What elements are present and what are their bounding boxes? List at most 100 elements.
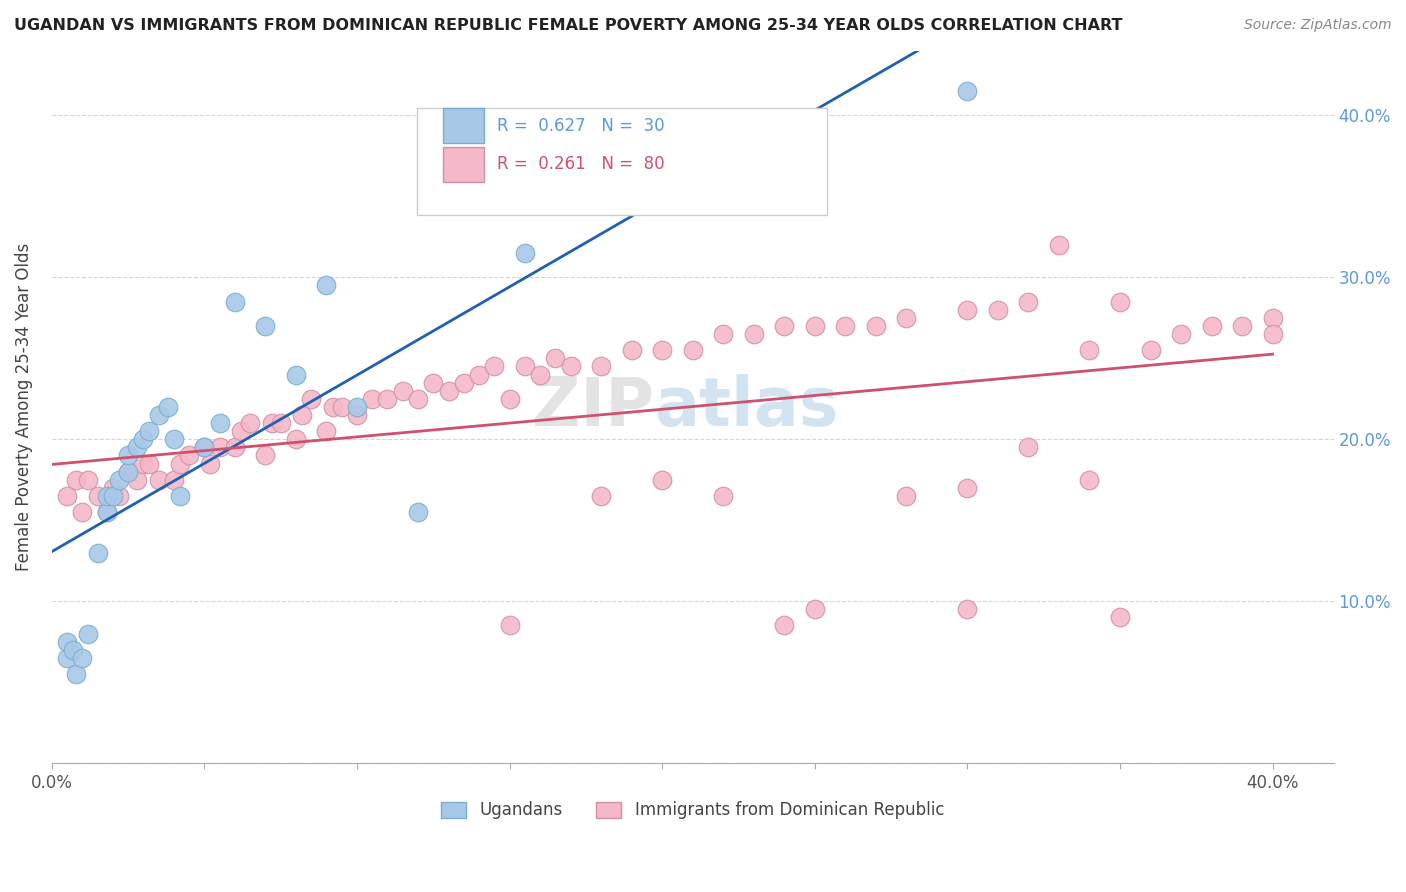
Point [773,618,796,632]
Point [193,441,215,455]
Point [987,302,1010,317]
Text: Source: ZipAtlas.com: Source: ZipAtlas.com [1244,18,1392,32]
Point [1139,343,1161,358]
Point [163,432,186,446]
Point [77,473,100,487]
Point [513,246,536,260]
Point [1261,326,1284,341]
Point [132,432,155,446]
Point [406,505,429,519]
Legend: Ugandans, Immigrants from Dominican Republic: Ugandans, Immigrants from Dominican Repu… [434,795,950,826]
Point [169,489,191,503]
Point [72,505,94,519]
Point [773,318,796,333]
Point [513,359,536,374]
Point [200,457,222,471]
Text: UGANDAN VS IMMIGRANTS FROM DOMINICAN REPUBLIC FEMALE POVERTY AMONG 25-34 YEAR OL: UGANDAN VS IMMIGRANTS FROM DOMINICAN REP… [14,18,1122,33]
Point [742,326,765,341]
Point [346,408,368,422]
Point [229,424,252,438]
Point [224,294,246,309]
Point [62,642,84,657]
Point [956,84,979,98]
Point [560,359,582,374]
Point [299,392,322,406]
Point [620,343,643,358]
Point [208,441,231,455]
Point [163,473,186,487]
Point [804,602,827,616]
FancyBboxPatch shape [418,108,827,215]
Point [138,457,160,471]
Point [1201,318,1223,333]
Point [254,318,277,333]
Text: R =  0.627   N =  30: R = 0.627 N = 30 [496,117,664,135]
Point [193,441,215,455]
Point [804,318,827,333]
Point [177,449,200,463]
Point [651,343,673,358]
Point [651,473,673,487]
Point [260,416,283,430]
Point [101,489,124,503]
Point [117,449,139,463]
Point [65,473,87,487]
Point [254,449,277,463]
Point [346,400,368,414]
Point [529,368,551,382]
Point [65,667,87,681]
Point [468,368,491,382]
Point [865,318,887,333]
Point [72,651,94,665]
Point [132,457,155,471]
Point [422,376,444,390]
Point [1078,343,1101,358]
Point [56,651,79,665]
Point [1109,294,1132,309]
Point [148,408,170,422]
FancyBboxPatch shape [443,109,484,144]
Point [956,481,979,495]
Point [591,489,613,503]
Point [361,392,384,406]
Point [291,408,314,422]
Point [1017,441,1039,455]
Point [591,359,613,374]
Point [896,489,918,503]
Point [544,351,567,366]
Point [1261,310,1284,325]
Point [391,384,413,398]
Point [169,457,191,471]
Point [453,376,475,390]
Point [834,318,856,333]
Point [148,473,170,487]
Point [117,465,139,479]
Point [108,489,131,503]
Point [239,416,262,430]
Point [56,634,79,648]
Point [484,359,506,374]
Text: R =  0.261   N =  80: R = 0.261 N = 80 [496,155,664,173]
Point [322,400,344,414]
Point [1047,238,1070,252]
Point [56,489,79,503]
Point [1078,473,1101,487]
Point [127,473,149,487]
Point [1017,294,1039,309]
Point [711,326,734,341]
Y-axis label: Female Poverty Among 25-34 Year Olds: Female Poverty Among 25-34 Year Olds [15,243,32,571]
Point [96,489,118,503]
FancyBboxPatch shape [443,147,484,182]
Point [956,602,979,616]
Point [156,400,179,414]
Point [86,546,108,560]
Point [117,465,139,479]
Point [77,626,100,640]
Point [127,441,149,455]
Point [96,505,118,519]
Point [1230,318,1253,333]
Point [315,278,337,293]
Point [284,368,307,382]
Point [956,302,979,317]
Point [96,505,118,519]
